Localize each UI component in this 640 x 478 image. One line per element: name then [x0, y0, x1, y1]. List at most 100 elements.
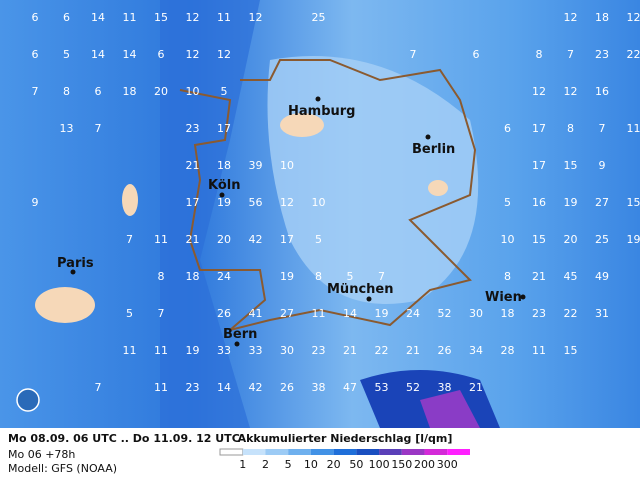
- grid-value: 5: [221, 85, 228, 98]
- city-label: Paris: [57, 256, 94, 271]
- grid-value: 7: [126, 233, 133, 246]
- precip-band: [160, 0, 260, 428]
- grid-value: 12: [217, 48, 231, 61]
- dry-spot: [122, 184, 138, 216]
- city-dot: [366, 296, 372, 302]
- dry-area: [267, 56, 479, 304]
- grid-value: 5: [126, 307, 133, 320]
- grid-value: 21: [406, 344, 420, 357]
- legend: 1 2 5 10 20 50 100 150 200 300: [219, 448, 470, 471]
- grid-value: 38: [312, 381, 326, 394]
- legend-swatch: [333, 449, 357, 455]
- grid-value: 42: [249, 233, 263, 246]
- grid-value: 19: [280, 270, 294, 283]
- grid-value: 13: [60, 122, 74, 135]
- grid-value: 6: [473, 48, 480, 61]
- grid-value: 23: [312, 344, 326, 357]
- city-dot: [425, 134, 431, 140]
- grid-value: 49: [595, 270, 609, 283]
- city-label: Köln: [208, 178, 241, 193]
- grid-value: 52: [438, 307, 452, 320]
- grid-value: 15: [532, 233, 546, 246]
- city-dot: [520, 294, 526, 300]
- grid-value: 7: [567, 48, 574, 61]
- value-grid: 6 6 14 11 15 12 11 12 25 12 18 12 6 5 14 14 6 12 12 7 6 8 7 23 2…: [32, 11, 640, 394]
- grid-value: 19: [217, 196, 231, 209]
- grid-value: 11: [123, 11, 137, 24]
- grid-value: 6: [158, 48, 165, 61]
- grid-value: 11: [154, 381, 168, 394]
- grid-value: 19: [186, 344, 200, 357]
- grid-value: 12: [564, 85, 578, 98]
- grid-value: 15: [564, 159, 578, 172]
- grid-value: 9: [32, 196, 39, 209]
- legend-label: 150: [391, 458, 412, 471]
- legend-swatch: [242, 449, 266, 455]
- grid-value: 19: [375, 307, 389, 320]
- grid-value: 6: [32, 11, 39, 24]
- grid-value: 27: [280, 307, 294, 320]
- grid-value: 34: [469, 344, 483, 357]
- legend-label: 2: [262, 458, 269, 471]
- grid-value: 14: [123, 48, 137, 61]
- grid-value: 10: [312, 196, 326, 209]
- grid-value: 17: [186, 196, 200, 209]
- grid-value: 11: [217, 11, 231, 24]
- grid-value: 16: [595, 85, 609, 98]
- city-label: Wien: [485, 290, 522, 305]
- legend-label: 50: [349, 458, 363, 471]
- grid-value: 47: [343, 381, 357, 394]
- grid-value: 23: [532, 307, 546, 320]
- grid-value: 19: [564, 196, 578, 209]
- grid-value: 31: [595, 307, 609, 320]
- grid-value: 17: [280, 233, 294, 246]
- grid-value: 39: [249, 159, 263, 172]
- grid-value: 18: [217, 159, 231, 172]
- grid-value: 6: [63, 11, 70, 24]
- cities: Hamburg Berlin Köln Paris München Wien Bern: [57, 96, 526, 347]
- grid-value: 17: [217, 122, 231, 135]
- legend-swatch: [219, 448, 244, 456]
- grid-value: 14: [343, 307, 357, 320]
- grid-value: 12: [249, 11, 263, 24]
- grid-value: 11: [532, 344, 546, 357]
- city-label: Berlin: [412, 142, 455, 157]
- grid-value: 27: [595, 196, 609, 209]
- grid-value: 17: [532, 159, 546, 172]
- legend-label: 10: [304, 458, 318, 471]
- grid-value: 18: [595, 11, 609, 24]
- grid-value: 21: [469, 381, 483, 394]
- grid-value: 45: [564, 270, 578, 283]
- grid-value: 6: [95, 85, 102, 98]
- city-dot: [70, 269, 76, 275]
- border: [179, 59, 477, 331]
- grid-value: 14: [91, 48, 105, 61]
- period: Mo 08.09. 06 UTC .. Do 11.09. 12 UTC: [8, 432, 240, 445]
- grid-value: 8: [567, 122, 574, 135]
- grid-value: 9: [599, 159, 606, 172]
- grid-value: 42: [249, 381, 263, 394]
- grid-value: 8: [63, 85, 70, 98]
- grid-value: 22: [627, 48, 640, 61]
- grid-value: 18: [123, 85, 137, 98]
- grid-value: 7: [95, 122, 102, 135]
- grid-value: 17: [532, 122, 546, 135]
- legend-swatch: [356, 449, 380, 455]
- legend-swatch: [424, 449, 448, 455]
- grid-value: 52: [406, 381, 420, 394]
- grid-value: 15: [154, 11, 168, 24]
- dry-spot: [428, 180, 448, 196]
- grid-value: 11: [154, 344, 168, 357]
- logo: [16, 388, 40, 412]
- grid-value: 33: [249, 344, 263, 357]
- legend-label: 300: [437, 458, 458, 471]
- model: Modell: GFS (NOAA): [8, 462, 117, 475]
- city-label: München: [327, 282, 393, 297]
- grid-value: 12: [532, 85, 546, 98]
- grid-value: 21: [186, 159, 200, 172]
- grid-value: 22: [375, 344, 389, 357]
- legend-label: 100: [369, 458, 390, 471]
- grid-value: 26: [438, 344, 452, 357]
- grid-value: 53: [375, 381, 389, 394]
